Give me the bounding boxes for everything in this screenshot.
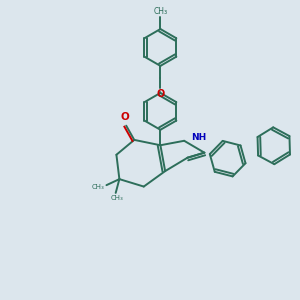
Text: O: O: [120, 112, 129, 122]
Text: CH₃: CH₃: [110, 195, 123, 201]
Text: NH: NH: [191, 133, 206, 142]
Text: CH₃: CH₃: [91, 184, 104, 190]
Text: O: O: [156, 89, 164, 99]
Text: CH₃: CH₃: [153, 7, 167, 16]
